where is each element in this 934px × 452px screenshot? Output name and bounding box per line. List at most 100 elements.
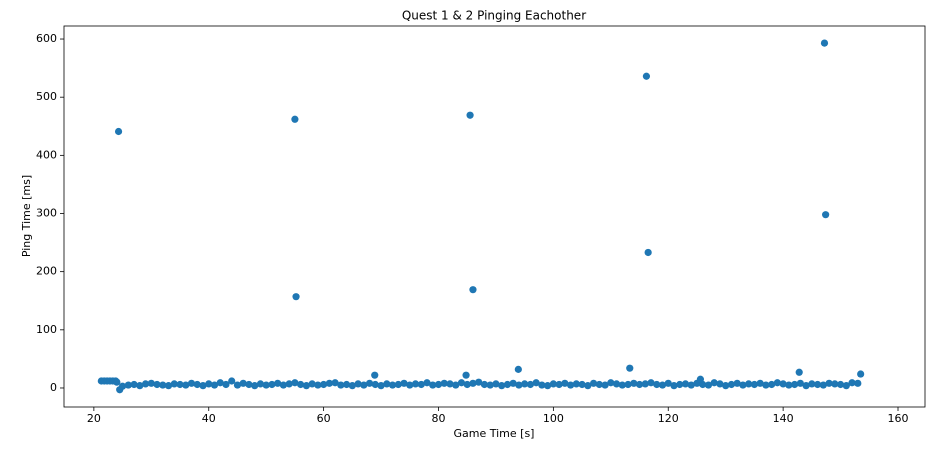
point bbox=[114, 127, 123, 136]
point bbox=[820, 39, 829, 47]
point bbox=[365, 379, 374, 387]
point bbox=[394, 380, 402, 389]
point bbox=[354, 380, 362, 388]
y-tick-label: 400 bbox=[36, 148, 57, 161]
point bbox=[274, 379, 282, 387]
point bbox=[756, 379, 764, 387]
point bbox=[205, 380, 213, 388]
point bbox=[400, 379, 408, 387]
point bbox=[342, 380, 351, 389]
point bbox=[262, 381, 270, 389]
point bbox=[360, 381, 368, 389]
point bbox=[193, 380, 201, 389]
point bbox=[802, 382, 810, 390]
x-tick-label: 160 bbox=[888, 412, 909, 425]
point bbox=[159, 381, 167, 389]
point bbox=[538, 381, 546, 389]
point bbox=[302, 382, 310, 390]
point bbox=[664, 379, 672, 387]
point bbox=[377, 382, 385, 390]
point bbox=[612, 380, 621, 388]
point bbox=[187, 379, 196, 387]
point bbox=[831, 380, 839, 388]
point bbox=[176, 380, 184, 389]
x-tick-label: 80 bbox=[431, 412, 445, 425]
point bbox=[503, 380, 512, 389]
point bbox=[130, 380, 138, 389]
point bbox=[676, 380, 684, 389]
point bbox=[768, 380, 776, 389]
point bbox=[822, 211, 830, 219]
point bbox=[297, 380, 305, 389]
y-tick-label: 300 bbox=[36, 207, 57, 220]
point bbox=[727, 380, 736, 389]
point bbox=[291, 115, 299, 123]
point bbox=[791, 380, 799, 389]
point bbox=[555, 380, 563, 389]
point bbox=[658, 381, 667, 389]
point bbox=[630, 379, 638, 387]
point bbox=[716, 380, 724, 388]
point bbox=[618, 381, 626, 389]
point bbox=[589, 379, 598, 387]
point bbox=[854, 379, 862, 387]
point bbox=[710, 379, 718, 387]
point bbox=[228, 377, 236, 385]
point bbox=[779, 380, 787, 388]
point bbox=[164, 382, 173, 390]
point bbox=[813, 380, 822, 389]
x-tick-label: 140 bbox=[773, 412, 794, 425]
point bbox=[635, 380, 644, 389]
point bbox=[687, 381, 695, 389]
chart-title: Quest 1 & 2 Pinging Eachother bbox=[402, 9, 586, 23]
point bbox=[291, 379, 299, 387]
point bbox=[462, 371, 470, 379]
point bbox=[245, 380, 253, 389]
point bbox=[825, 379, 833, 387]
point bbox=[644, 248, 652, 257]
point bbox=[544, 382, 552, 390]
point bbox=[595, 380, 603, 389]
point bbox=[514, 365, 522, 373]
point bbox=[251, 382, 259, 390]
point bbox=[722, 382, 730, 390]
plot-frame bbox=[63, 25, 926, 408]
point bbox=[526, 380, 534, 389]
point bbox=[515, 381, 523, 389]
point bbox=[584, 382, 592, 390]
point bbox=[337, 381, 345, 389]
point bbox=[607, 379, 615, 387]
point bbox=[411, 380, 420, 388]
point bbox=[670, 382, 678, 390]
point bbox=[567, 381, 575, 389]
point bbox=[469, 286, 477, 294]
point bbox=[388, 381, 397, 389]
point bbox=[113, 378, 121, 386]
point bbox=[745, 380, 753, 388]
point bbox=[446, 380, 454, 388]
point bbox=[773, 379, 781, 387]
point bbox=[141, 380, 150, 388]
point bbox=[795, 368, 803, 376]
point bbox=[182, 381, 190, 389]
y-axis-label: Ping Time [ms] bbox=[20, 175, 33, 257]
point bbox=[601, 381, 609, 389]
point bbox=[320, 380, 328, 389]
point bbox=[371, 380, 379, 389]
point bbox=[325, 379, 333, 387]
point bbox=[199, 382, 207, 390]
point bbox=[233, 381, 242, 389]
point bbox=[279, 381, 288, 389]
x-tick-label: 20 bbox=[87, 412, 101, 425]
point bbox=[457, 379, 466, 387]
point bbox=[118, 382, 127, 390]
x-tick-label: 100 bbox=[543, 412, 564, 425]
point bbox=[848, 379, 856, 387]
point bbox=[268, 380, 276, 389]
point bbox=[440, 379, 448, 387]
point bbox=[819, 381, 827, 389]
point bbox=[475, 378, 483, 386]
point bbox=[285, 380, 293, 388]
point bbox=[842, 382, 850, 390]
